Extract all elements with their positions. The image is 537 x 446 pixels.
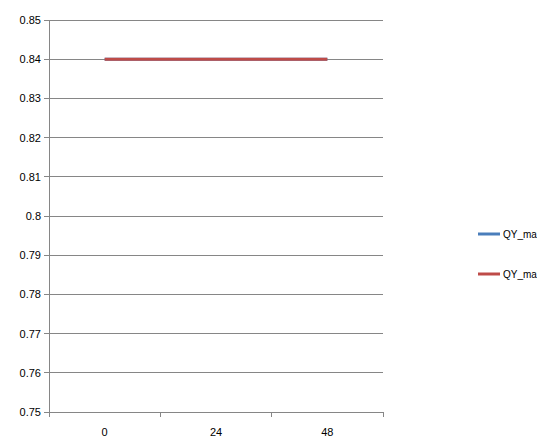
y-tick [44,20,49,21]
legend-label: QY_max con [503,229,537,240]
legend-swatch [478,273,500,276]
y-tick [44,372,49,373]
y-axis [49,20,50,412]
series-line [105,58,328,61]
x-tick [49,412,50,417]
y-tick-label: 0.77 [20,328,41,340]
y-tick [44,255,49,256]
y-tick-label: 0.75 [20,406,41,418]
y-tick-label: 0.81 [20,171,41,183]
y-tick-label: 0.79 [20,249,41,261]
x-tick-label: 48 [321,426,333,438]
y-tick [44,59,49,60]
y-tick-label: 0.85 [20,14,41,26]
y-tick [44,98,49,99]
grid-line [49,59,383,60]
y-tick-label: 0.8 [26,210,41,222]
x-tick [271,412,272,417]
y-tick-label: 0.84 [20,53,41,65]
y-tick [44,294,49,295]
x-tick-label: 24 [210,426,222,438]
y-tick-label: 0.78 [20,288,41,300]
grid-line [49,176,383,177]
grid-line [49,294,383,295]
y-tick-label: 0.83 [20,92,41,104]
grid-line [49,255,383,256]
grid-line [49,137,383,138]
grid-line [49,333,383,334]
legend-label: QY_max tre [503,269,537,280]
y-tick [44,333,49,334]
chart-svg: 0.75 0.76 0.77 0.78 0.79 0.8 0.81 0.82 0.83 0.84 0… [0,0,537,446]
legend-swatch [478,233,500,236]
y-tick [44,137,49,138]
y-tick [44,216,49,217]
grid-line [49,98,383,99]
x-tick [383,412,384,417]
grid-line [49,372,383,373]
plot-area [105,59,328,60]
y-tick-label: 0.82 [20,132,41,144]
grid-line [49,20,383,21]
chart-container: 0.75 0.76 0.77 0.78 0.79 0.8 0.81 0.82 0.83 0.84 0… [0,0,537,446]
grid-line [49,216,383,217]
x-axis [49,412,383,413]
y-tick-label: 0.76 [20,367,41,379]
grid-line [49,412,383,413]
series-line [105,58,328,61]
x-tick-label: 0 [102,426,108,438]
y-tick [44,412,49,413]
y-tick [44,176,49,177]
x-tick [160,412,161,417]
